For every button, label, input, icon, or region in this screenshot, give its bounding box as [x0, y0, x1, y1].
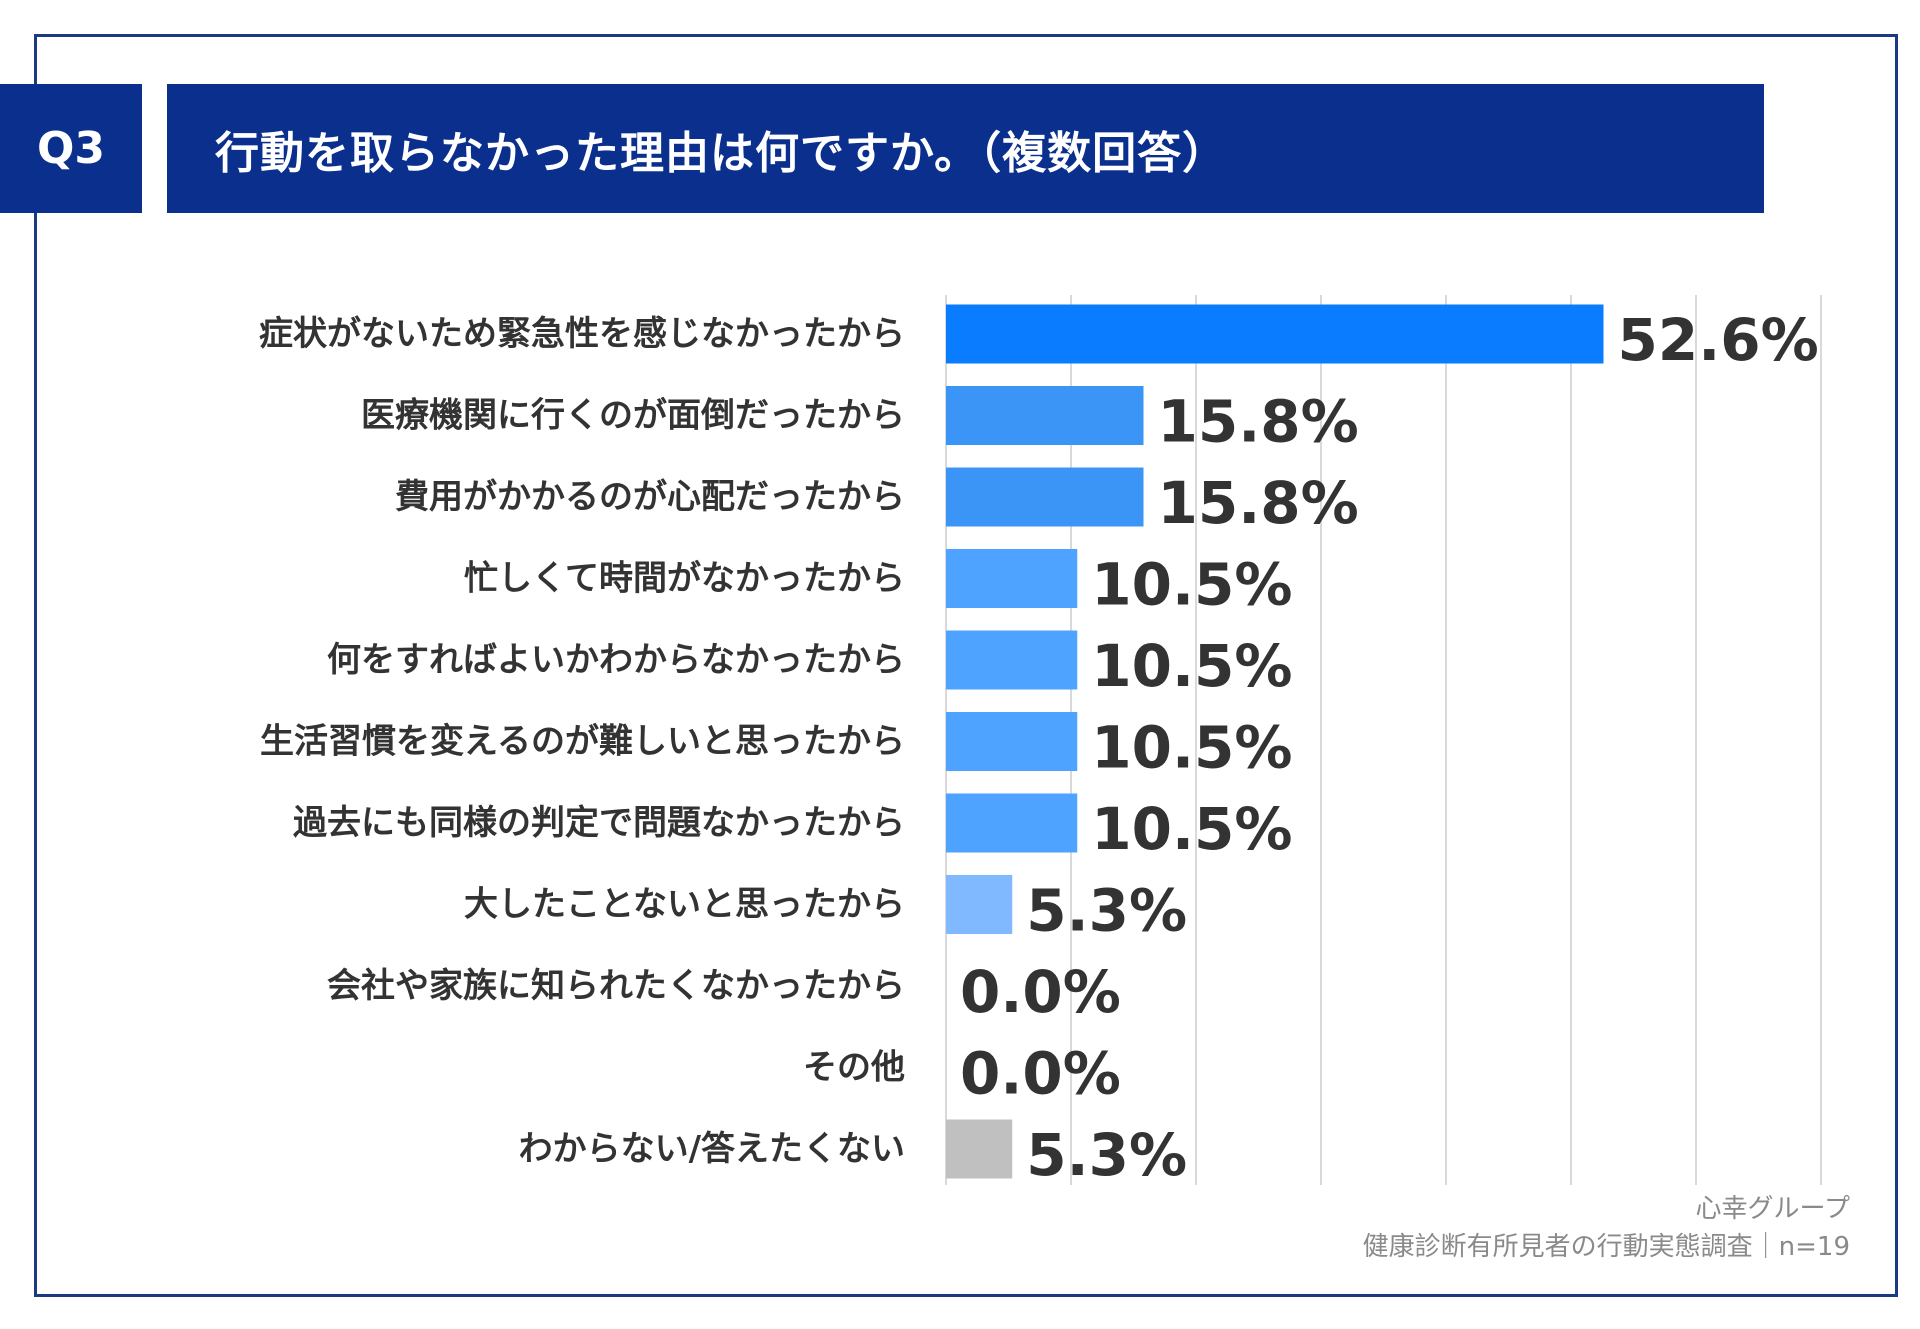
data-label: 15.8%	[1158, 388, 1359, 456]
category-label: 生活習慣を変えるのが難しいと思ったから	[260, 722, 905, 762]
category-label: 忙しくて時間がなかったから	[464, 559, 905, 599]
chart-title: 行動を取らなかった理由は何ですか。（複数回答）	[215, 127, 1228, 179]
bar	[946, 549, 1078, 608]
category-label: 何をすればよいかわからなかったから	[327, 640, 905, 680]
category-label: 費用がかかるのが心配だったから	[395, 477, 905, 517]
bar	[946, 630, 1078, 690]
footer-source: 健康診断有所見者の行動実態調査｜n=19	[1362, 1232, 1850, 1262]
data-label: 10.5%	[1091, 632, 1292, 700]
data-label: 5.3%	[1026, 1121, 1187, 1189]
question-number-badge: Q3	[0, 84, 142, 213]
data-label: 10.5%	[1091, 551, 1292, 619]
data-label: 10.5%	[1091, 795, 1292, 863]
category-label: わからない/答えたくない	[519, 1129, 905, 1169]
bar	[946, 1119, 1013, 1179]
bar	[946, 875, 1013, 934]
data-label: 10.5%	[1091, 714, 1292, 782]
category-label: 医療機関に行くのが面倒だったから	[361, 396, 905, 436]
category-label: 大したことないと思ったから	[464, 885, 905, 925]
data-label: 5.3%	[1026, 877, 1187, 945]
data-label: 0.0%	[960, 1040, 1121, 1108]
category-label: 症状がないため緊急性を感じなかったから	[259, 314, 905, 354]
data-label: 52.6%	[1618, 306, 1819, 374]
question-number: Q3	[36, 123, 106, 174]
category-label: 過去にも同様の判定で問題なかったから	[293, 803, 905, 843]
category-label: 会社や家族に知られたくなかったから	[327, 966, 905, 1006]
footer-brand: 心幸グループ	[1695, 1194, 1850, 1224]
data-label: 15.8%	[1158, 469, 1359, 537]
bar	[946, 467, 1144, 527]
bar	[946, 304, 1604, 364]
bar	[946, 712, 1078, 771]
bar	[946, 386, 1144, 445]
data-label: 0.0%	[960, 958, 1121, 1026]
chart-frame	[34, 34, 1898, 1297]
chart-footer: 心幸グループ 健康診断有所見者の行動実態調査｜n=19	[1363, 1190, 1850, 1266]
bar	[946, 793, 1078, 853]
title-bar: 行動を取らなかった理由は何ですか。（複数回答）	[167, 84, 1764, 213]
category-label: その他	[803, 1048, 905, 1088]
